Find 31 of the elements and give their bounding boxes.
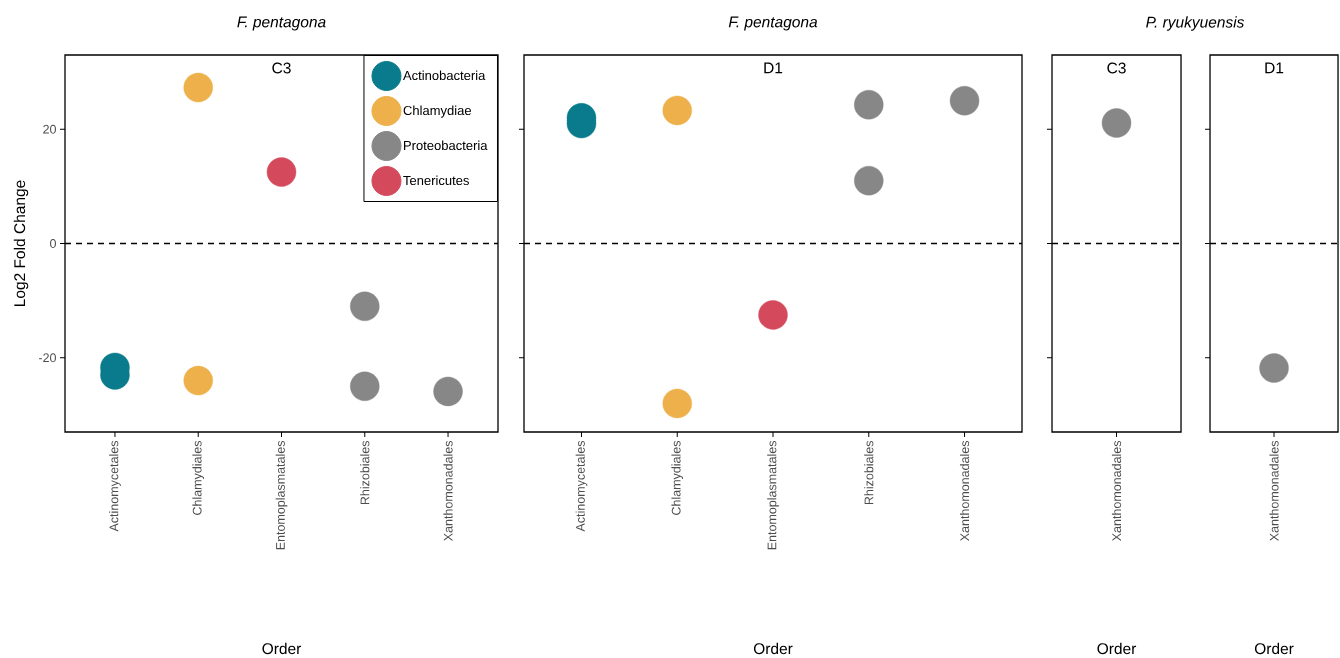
chart-title: P. ryukyuensis — [1146, 16, 1245, 31]
chart-title: F. pentagona — [728, 16, 818, 31]
chart-title: F. pentagona — [237, 16, 326, 31]
x-tick-label: Actinomycetales — [575, 440, 588, 532]
x-tick-label: Actinomycetales — [109, 440, 121, 532]
y-axis-title: Log2 Fold Change — [13, 180, 29, 307]
x-tick-label: Entomoplasmatales — [767, 440, 779, 550]
x-tick-label: Xanthomonadales — [1269, 440, 1279, 542]
x-tick-label: Entomoplasmatales — [275, 440, 288, 550]
x-axis-title: Order — [262, 642, 302, 655]
chart-subtitle: D1 — [764, 62, 783, 74]
x-tick-label: Chlamydiales — [671, 440, 684, 515]
x-tick-label: Rhizobiales — [360, 440, 370, 505]
x-tick-label: Chlamydiales — [192, 440, 205, 515]
x-axis-title: Order — [753, 642, 793, 655]
x-tick-label: Xanthomonadales — [959, 440, 970, 542]
legend-label: Tenericutes — [403, 175, 469, 186]
x-axis-title: Order — [1254, 642, 1294, 655]
chart-subtitle: C3 — [1107, 62, 1126, 74]
x-tick-label: Xanthomonadales — [1111, 440, 1122, 542]
x-axis-title: Order — [1097, 642, 1137, 655]
chart-subtitle: C3 — [272, 62, 291, 74]
legend-label: Actinobacteria — [402, 70, 486, 81]
x-tick-label: Rhizobiales — [864, 440, 874, 505]
x-tick-label: Xanthomonadales — [443, 440, 453, 542]
legend-label: Proteobacteria — [404, 140, 488, 151]
legend-label: Chlamydiae — [403, 105, 472, 118]
y-tick-label: 20 — [43, 124, 56, 134]
y-tick-label: 0 — [50, 239, 56, 248]
y-tick-label: -20 — [38, 353, 56, 363]
chart-subtitle: D1 — [1265, 62, 1284, 74]
